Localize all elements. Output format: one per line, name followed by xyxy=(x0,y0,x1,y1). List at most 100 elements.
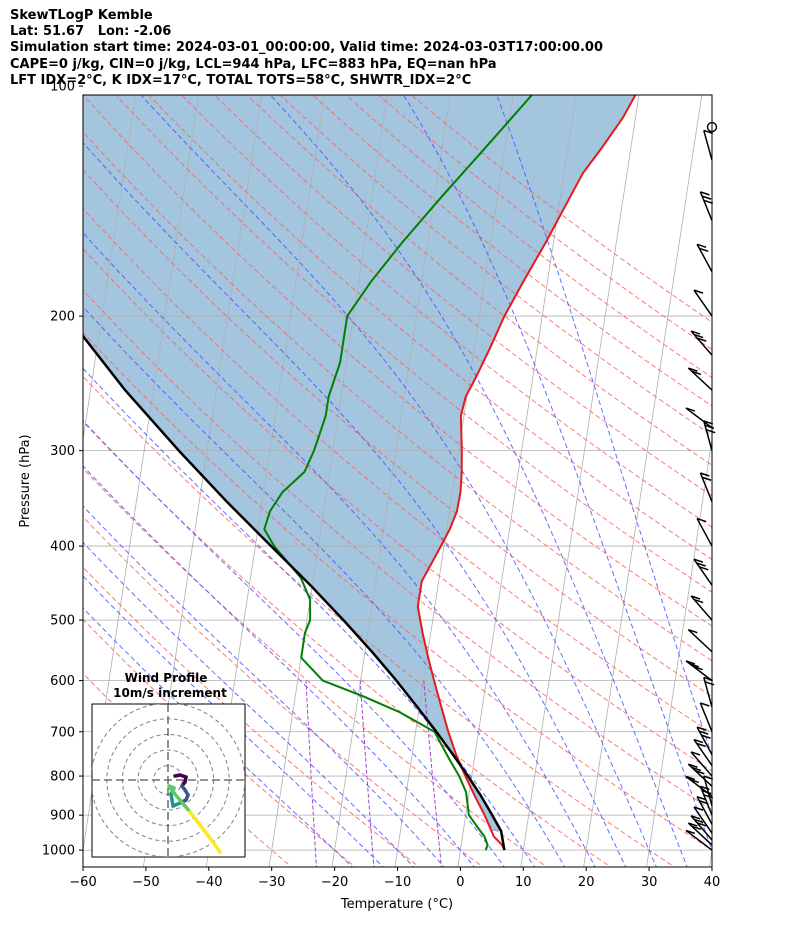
dry-adiabat-line xyxy=(246,95,712,466)
x-tick-label: 0 xyxy=(456,875,464,890)
wind-barb xyxy=(696,726,713,756)
x-tick-label: −60 xyxy=(69,875,96,890)
x-tick-label: −50 xyxy=(132,875,159,890)
x-axis-label: Temperature (°C) xyxy=(340,897,453,912)
moist-adiabat-line xyxy=(83,541,415,867)
wind-barb xyxy=(690,751,713,777)
hodograph-trace xyxy=(198,823,212,840)
mixing-ratio-line xyxy=(423,680,442,867)
title-times: Simulation start time: 2024-03-01_00:00:… xyxy=(10,40,603,56)
isotherm-line xyxy=(331,95,451,867)
hodograph-subtitle: 10m/s increment xyxy=(113,686,227,700)
y-tick-label: 600 xyxy=(50,674,75,689)
dry-adiabat-line xyxy=(83,247,712,772)
title-indices-2: LFT IDX=2°C, K IDX=17°C, TOTAL TOTS=58°C… xyxy=(10,72,472,88)
isotherm-line xyxy=(394,95,514,867)
isotherm-line xyxy=(709,847,712,867)
moist-adiabat-line xyxy=(83,367,536,867)
wind-barb xyxy=(693,738,713,766)
chart-title-block: SkewTLogP Kemble Lat: 51.67 Lon: -2.06 S… xyxy=(10,8,603,89)
wind-barb xyxy=(685,660,713,682)
hodograph-ring xyxy=(92,704,245,857)
moist-adiabat-line xyxy=(269,95,688,867)
isotherm-line xyxy=(646,436,712,867)
moist-adiabat-line xyxy=(83,465,475,867)
y-tick-label: 300 xyxy=(50,444,75,459)
moist-adiabat-line xyxy=(140,95,657,867)
dry-adiabat-line xyxy=(83,289,712,811)
hodograph-trace xyxy=(188,810,202,827)
wind-barb xyxy=(690,815,713,841)
dry-adiabat-line xyxy=(312,95,712,407)
dry-adiabat-line xyxy=(83,331,712,851)
wind-barb xyxy=(703,775,714,806)
dry-adiabat-line xyxy=(115,95,712,593)
y-tick-label: 200 xyxy=(50,310,75,325)
isotherm-line xyxy=(0,95,10,867)
dry-adiabat-line xyxy=(83,95,712,627)
isotherm-line xyxy=(583,95,703,867)
hodograph-trace xyxy=(178,798,192,814)
wind-barb xyxy=(690,330,713,356)
moist-adiabat-line xyxy=(83,575,384,867)
x-tick-label: 10 xyxy=(515,875,532,890)
y-tick-label: 500 xyxy=(50,614,75,629)
dry-adiabat-line xyxy=(213,95,712,497)
y-tick-label: 400 xyxy=(50,540,75,555)
wind-barb xyxy=(703,129,714,161)
x-tick-label: −30 xyxy=(258,875,285,890)
x-tick-label: 20 xyxy=(578,875,595,890)
x-tick-label: −10 xyxy=(384,875,411,890)
y-tick-label: 900 xyxy=(50,809,75,824)
sounding-profiles xyxy=(83,95,637,851)
dewpoint-line xyxy=(263,95,534,851)
dry-adiabat-line xyxy=(83,516,484,867)
hodograph-title: Wind Profile xyxy=(125,671,208,685)
dry-adiabat-line xyxy=(83,467,548,867)
wind-barb xyxy=(687,822,713,846)
wind-barb xyxy=(685,829,713,851)
isotherm-line xyxy=(0,95,73,867)
wind-barb xyxy=(699,702,713,733)
wind-barb xyxy=(693,806,713,834)
wind-barb xyxy=(687,763,713,787)
moist-adiabat-line xyxy=(83,607,354,867)
moist-adiabat-line xyxy=(83,232,596,867)
wind-barb xyxy=(699,472,713,503)
hodograph-ring xyxy=(137,749,199,811)
moist-adiabat-line xyxy=(83,141,627,867)
x-tick-label: 40 xyxy=(704,875,721,890)
parcel-path-line xyxy=(83,334,506,851)
x-tick-label: 30 xyxy=(641,875,658,890)
wind-barb xyxy=(685,407,713,429)
isotherm-line xyxy=(83,95,137,443)
x-tick-label: −20 xyxy=(321,875,348,890)
wind-barb xyxy=(690,595,713,621)
wind-barb xyxy=(693,558,713,586)
title-indices-1: CAPE=0 j/kg, CIN=0 j/kg, LCL=944 hPa, LF… xyxy=(10,56,497,72)
isotherm-line xyxy=(772,95,794,867)
y-tick-label: 800 xyxy=(50,770,75,785)
moist-adiabat-line xyxy=(83,419,505,867)
isotherm-line xyxy=(268,95,388,867)
x-tick-label: −40 xyxy=(195,875,222,890)
mixing-ratio-line xyxy=(359,680,375,867)
hodograph-trace xyxy=(169,792,175,808)
y-tick-label: 1000 xyxy=(42,844,75,859)
title-station: SkewTLogP Kemble xyxy=(10,8,153,23)
hodograph-inset: Wind Profile 10m/s increment xyxy=(91,671,246,858)
wind-barb xyxy=(693,289,713,317)
hodograph-trace xyxy=(171,790,182,802)
cape-area xyxy=(83,95,636,831)
wind-barb xyxy=(696,517,713,547)
y-tick-label: 700 xyxy=(50,725,75,740)
axes: −60 −50 −40 −30 −20 −10 0 10 20 30 40 100 200 300 400 5… xyxy=(42,80,720,890)
wind-barb xyxy=(685,775,713,797)
wind-barb xyxy=(699,191,714,221)
cape-fill xyxy=(83,95,636,831)
moist-adiabat-line xyxy=(83,505,445,867)
y-tick-label: 100 xyxy=(50,80,75,95)
moist-adiabat-line xyxy=(496,95,712,758)
wind-barb xyxy=(687,367,713,391)
